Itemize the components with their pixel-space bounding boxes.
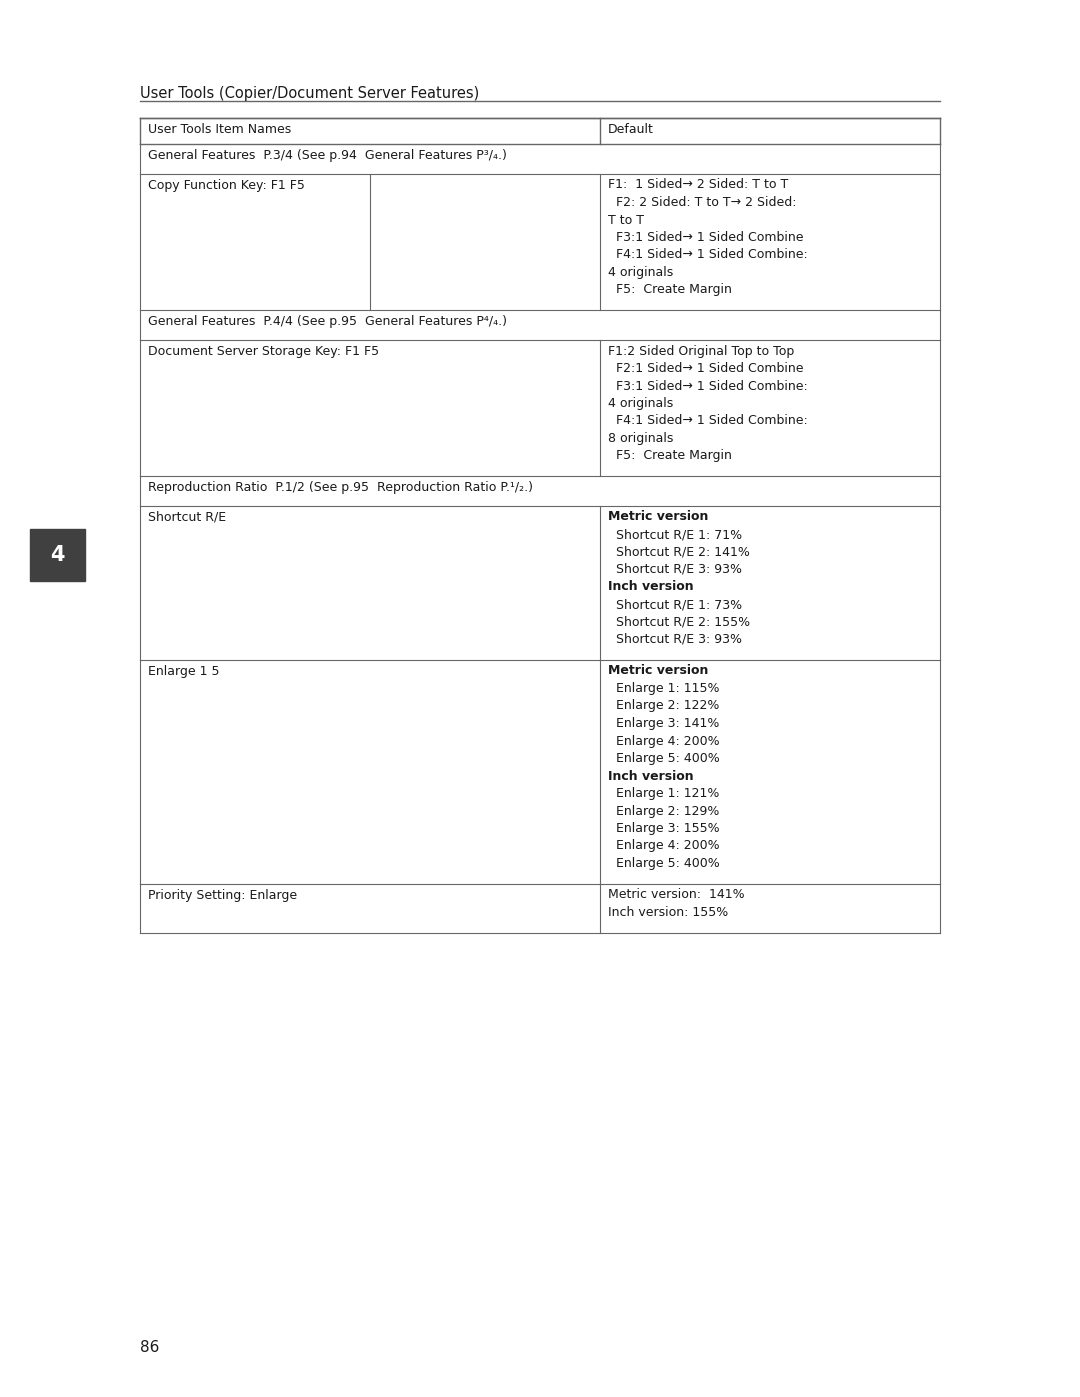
Text: Enlarge 1: 121%: Enlarge 1: 121% [616,787,719,800]
Text: Shortcut R/E 3: 93%: Shortcut R/E 3: 93% [616,633,742,645]
Text: F4:1 Sided→ 1 Sided Combine:: F4:1 Sided→ 1 Sided Combine: [616,415,808,427]
Text: Enlarge 4: 200%: Enlarge 4: 200% [616,840,719,852]
Text: General Features  P.4/4 (See p.95  General Features P⁴/₄.): General Features P.4/4 (See p.95 General… [148,314,507,328]
Text: Enlarge 3: 141%: Enlarge 3: 141% [616,717,719,731]
Text: Reproduction Ratio  P.1/2 (See p.95  Reproduction Ratio P.¹/₂.): Reproduction Ratio P.1/2 (See p.95 Repro… [148,481,534,495]
Text: Enlarge 4: 200%: Enlarge 4: 200% [616,735,719,747]
Text: F5:  Create Margin: F5: Create Margin [616,450,732,462]
Text: Inch version: Inch version [608,770,693,782]
Text: F3:1 Sided→ 1 Sided Combine: F3:1 Sided→ 1 Sided Combine [616,231,804,244]
Text: F1:2 Sided Original Top to Top: F1:2 Sided Original Top to Top [608,345,794,358]
Text: Shortcut R/E 3: 93%: Shortcut R/E 3: 93% [616,563,742,576]
Text: Inch version: 155%: Inch version: 155% [608,907,728,919]
Text: User Tools Item Names: User Tools Item Names [148,123,292,136]
Text: 4: 4 [51,545,65,564]
Text: Inch version: Inch version [608,581,693,594]
Text: Enlarge 2: 122%: Enlarge 2: 122% [616,700,719,712]
Text: Copy Function Key: F1 F5: Copy Function Key: F1 F5 [148,179,305,191]
Text: 8 originals: 8 originals [608,432,673,446]
Text: Shortcut R/E 2: 155%: Shortcut R/E 2: 155% [616,616,751,629]
Text: Enlarge 3: 155%: Enlarge 3: 155% [616,821,719,835]
Text: Enlarge 5: 400%: Enlarge 5: 400% [616,752,719,766]
Bar [30,529,85,581]
Text: T to T: T to T [608,214,644,226]
Text: Metric version: Metric version [608,665,708,678]
Text: Metric version:  141%: Metric version: 141% [608,888,744,901]
Text: Shortcut R/E: Shortcut R/E [148,510,226,524]
Text: F5:  Create Margin: F5: Create Margin [616,284,732,296]
Text: 4 originals: 4 originals [608,265,673,279]
Text: Priority Setting: Enlarge: Priority Setting: Enlarge [148,888,297,901]
Text: Default: Default [608,123,653,136]
Text: Shortcut R/E 1: 71%: Shortcut R/E 1: 71% [616,528,742,541]
Text: F3:1 Sided→ 1 Sided Combine:: F3:1 Sided→ 1 Sided Combine: [616,380,808,393]
Text: 4 originals: 4 originals [608,397,673,409]
Text: Enlarge 2: 129%: Enlarge 2: 129% [616,805,719,817]
Text: 86: 86 [140,1340,160,1355]
Text: F2: 2 Sided: T to T→ 2 Sided:: F2: 2 Sided: T to T→ 2 Sided: [616,196,797,210]
Text: Enlarge 5: 400%: Enlarge 5: 400% [616,856,719,870]
Text: Enlarge 1: 115%: Enlarge 1: 115% [616,682,719,694]
Text: Enlarge 1 5: Enlarge 1 5 [148,665,219,678]
Text: User Tools (Copier/Document Server Features): User Tools (Copier/Document Server Featu… [140,87,480,101]
Text: Document Server Storage Key: F1 F5: Document Server Storage Key: F1 F5 [148,345,379,358]
Text: Shortcut R/E 2: 141%: Shortcut R/E 2: 141% [616,545,750,559]
Text: Shortcut R/E 1: 73%: Shortcut R/E 1: 73% [616,598,742,610]
Text: Metric version: Metric version [608,510,708,524]
Text: F1:  1 Sided→ 2 Sided: T to T: F1: 1 Sided→ 2 Sided: T to T [608,179,788,191]
Text: F2:1 Sided→ 1 Sided Combine: F2:1 Sided→ 1 Sided Combine [616,362,804,374]
Text: F4:1 Sided→ 1 Sided Combine:: F4:1 Sided→ 1 Sided Combine: [616,249,808,261]
Text: General Features  P.3/4 (See p.94  General Features P³/₄.): General Features P.3/4 (See p.94 General… [148,149,507,162]
